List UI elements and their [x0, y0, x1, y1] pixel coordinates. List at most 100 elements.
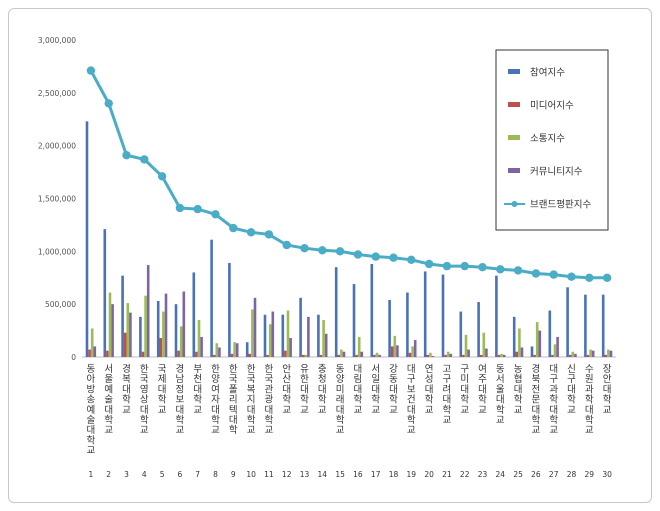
bar: [408, 352, 412, 357]
bar: [441, 274, 445, 357]
bar: [195, 351, 198, 357]
line-point: [300, 244, 309, 253]
y-tick-label: 2,000,000: [38, 142, 76, 151]
bar: [571, 351, 575, 357]
bar: [370, 264, 374, 357]
bar: [568, 354, 572, 357]
bar: [299, 297, 302, 357]
rank-label: 28: [567, 470, 577, 479]
legend-label: 미디어지수: [530, 101, 574, 112]
bar: [446, 351, 450, 357]
bar: [375, 352, 379, 357]
bar: [584, 294, 587, 357]
bar: [123, 332, 127, 357]
bar: [515, 351, 519, 357]
bar: [139, 316, 142, 357]
y-tick-label: 500,000: [45, 300, 76, 309]
bar: [477, 302, 480, 357]
line-point: [246, 228, 256, 237]
bar: [177, 350, 180, 357]
line-point: [407, 255, 416, 264]
line-point: [140, 155, 149, 164]
line-point: [229, 223, 238, 233]
bar: [307, 316, 310, 357]
bar: [103, 229, 107, 357]
bar: [319, 354, 323, 357]
rank-label: 29: [585, 470, 595, 479]
bar: [355, 354, 358, 357]
y-tick-label: 3,000,000: [38, 36, 76, 45]
bar: [334, 267, 338, 357]
rank-label: 15: [335, 470, 345, 479]
bar: [324, 333, 328, 357]
line-point: [371, 252, 380, 261]
legend-label: 소통지수: [530, 134, 565, 145]
bar: [235, 343, 239, 357]
rank-label: 26: [531, 470, 541, 479]
bar: [129, 312, 132, 357]
bar: [301, 354, 305, 357]
bar: [426, 354, 430, 357]
line-point: [122, 151, 131, 160]
bar: [535, 322, 539, 357]
bar: [518, 328, 521, 357]
bar: [212, 354, 216, 357]
bar: [340, 349, 343, 357]
bar: [197, 320, 201, 357]
y-tick-label: 2,500,000: [38, 89, 76, 98]
rank-label: 25: [513, 470, 523, 479]
bar: [317, 314, 320, 357]
bar: [373, 354, 376, 357]
rank-label: 7: [195, 470, 200, 479]
rank-label: 18: [389, 470, 399, 479]
rank-label: 20: [424, 470, 434, 479]
line-point: [496, 265, 505, 274]
bar: [88, 349, 91, 357]
bar: [85, 121, 89, 357]
line-point: [549, 270, 558, 279]
line-point: [193, 204, 202, 214]
rank-label: 12: [282, 470, 292, 479]
bar: [413, 340, 417, 357]
rank-label: 22: [460, 470, 470, 479]
rank-label: 21: [442, 470, 452, 479]
bar: [530, 346, 534, 357]
bar: [322, 320, 325, 357]
bar: [390, 346, 394, 357]
rank-label: 11: [264, 470, 274, 479]
bar: [500, 353, 503, 357]
rank-label: 19: [407, 470, 417, 479]
bar: [604, 354, 608, 357]
bar: [388, 299, 391, 357]
bar: [182, 291, 186, 357]
bar: [284, 350, 287, 357]
bar: [360, 351, 364, 357]
bar: [556, 336, 559, 357]
bar: [174, 304, 178, 357]
legend-line-marker: [511, 201, 518, 207]
line-point: [389, 253, 398, 262]
rank-label: 23: [478, 470, 488, 479]
bar: [159, 337, 163, 357]
legend-label: 커뮤니티지수: [530, 167, 583, 178]
bar: [586, 354, 590, 357]
bar: [548, 310, 552, 357]
bar: [482, 332, 486, 357]
